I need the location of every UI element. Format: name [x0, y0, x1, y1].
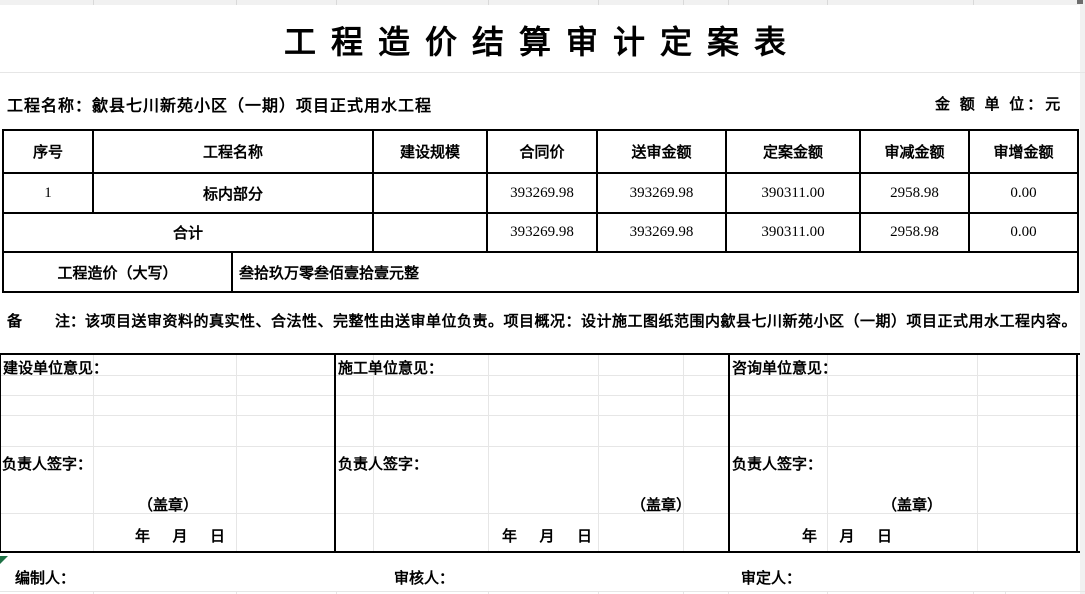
cell-submitted-amount[interactable]: 393269.98 — [598, 174, 727, 214]
header-cell-seq[interactable]: 序号 — [4, 131, 94, 174]
total-reduced-amount[interactable]: 2958.98 — [861, 214, 970, 253]
project-name-label[interactable]: 工程名称：歙县七川新苑小区（一期）项目正式用水工程 — [7, 98, 433, 115]
gridline — [0, 513, 1080, 514]
opinion-title-construction[interactable]: 建设单位意见： — [3, 361, 109, 377]
total-build-scale[interactable] — [374, 214, 488, 253]
preparer-label[interactable]: 编制人： — [15, 571, 76, 587]
cell-error-marker — [0, 556, 8, 564]
approver-label[interactable]: 审定人： — [741, 571, 802, 587]
signature-label-construction[interactable]: 负责人签字： — [2, 457, 93, 473]
gridline — [683, 0, 684, 5]
amount-words-label-cell[interactable]: 工程造价（大写） — [4, 253, 233, 291]
section-right-border — [1076, 355, 1078, 551]
signature-label-contractor[interactable]: 负责人签字： — [338, 457, 429, 473]
gridline — [93, 355, 94, 551]
date-label-consulting[interactable]: 年 月 日 — [802, 529, 893, 545]
gridline — [827, 355, 828, 551]
seal-label-consulting[interactable]: （盖章） — [882, 498, 943, 514]
total-increased-amount[interactable]: 0.00 — [970, 214, 1077, 253]
total-contract-price[interactable]: 393269.98 — [488, 214, 598, 253]
gridline — [0, 375, 1080, 376]
total-finalized-amount[interactable]: 390311.00 — [727, 214, 861, 253]
gridline — [0, 415, 1080, 416]
gridline — [0, 446, 1080, 447]
cell-contract-price[interactable]: 393269.98 — [488, 174, 598, 214]
gridline — [827, 591, 828, 594]
gridline — [488, 355, 489, 551]
cell-reduced-amount[interactable]: 2958.98 — [861, 174, 970, 214]
header-cell-submitted-amount[interactable]: 送审金额 — [598, 131, 727, 174]
header-cell-reduced-amount[interactable]: 审减金额 — [861, 131, 970, 174]
header-cell-increased-amount[interactable]: 审增金额 — [970, 131, 1077, 174]
section-divider — [728, 355, 730, 551]
header-cell-project-name[interactable]: 工程名称 — [94, 131, 374, 174]
main-table: 序号 工程名称 建设规模 合同价 送审金额 定案金额 审减金额 审增金额 1 标… — [2, 129, 1079, 293]
page-title: 工程造价结算审计定案表 — [283, 24, 802, 60]
total-submitted-amount[interactable]: 393269.98 — [598, 214, 727, 253]
gridline — [373, 355, 374, 551]
opinion-title-consulting[interactable]: 咨询单位意见： — [732, 361, 838, 377]
gridline — [683, 355, 684, 551]
gridline — [973, 591, 974, 594]
remark-text: 该项目送审资料的真实性、合法性、完整性由送审单位负责。项目概况：设计施工图纸范围… — [85, 314, 1078, 330]
gridline — [1005, 591, 1006, 594]
section-divider — [334, 355, 336, 551]
gridline — [977, 355, 978, 551]
opinion-title-contractor[interactable]: 施工单位意见： — [338, 361, 444, 377]
header-cell-build-scale[interactable]: 建设规模 — [374, 131, 488, 174]
opinion-section: 建设单位意见： 负责人签字： （盖章） 年 月 日 施工单位意见： 负责人签字：… — [0, 355, 1080, 553]
top-cells-strip — [0, 0, 1085, 5]
date-label-contractor[interactable]: 年 月 日 — [502, 529, 593, 545]
gridline — [0, 72, 1085, 73]
cell-seq[interactable]: 1 — [4, 174, 94, 214]
remark-block[interactable]: 备 注： 该项目送审资料的真实性、合法性、完整性由送审单位负责。项目概况：设计施… — [0, 293, 1080, 355]
cell-build-scale[interactable] — [374, 174, 488, 214]
gridline — [336, 0, 337, 5]
gridline — [336, 591, 337, 594]
section-left-border — [0, 355, 1, 551]
gridline — [728, 591, 729, 594]
seal-label-construction[interactable]: （盖章） — [138, 498, 199, 514]
amount-words-value-cell[interactable]: 叁拾玖万零叁佰壹拾壹元整 — [239, 265, 420, 282]
gridline — [598, 0, 599, 5]
gridline — [827, 0, 828, 5]
signature-label-consulting[interactable]: 负责人签字： — [732, 457, 823, 473]
scroll-corner-mark — [1077, 0, 1083, 4]
remark-label-right: 注： — [55, 314, 86, 330]
header-cell-finalized-amount[interactable]: 定案金额 — [727, 131, 861, 174]
remark-label-left: 备 — [7, 314, 23, 330]
header-cell-contract-price[interactable]: 合同价 — [488, 131, 598, 174]
date-label-construction[interactable]: 年 月 日 — [135, 529, 226, 545]
gridline — [973, 0, 974, 5]
gridline — [598, 591, 599, 594]
gridline — [93, 0, 94, 5]
right-cells-strip — [1080, 0, 1085, 594]
amount-unit-label[interactable]: 金 额 单 位：元 — [935, 97, 1064, 113]
gridline — [0, 591, 1085, 592]
cell-increased-amount[interactable]: 0.00 — [970, 174, 1077, 214]
gridline — [93, 591, 94, 594]
gridline — [236, 355, 237, 551]
gridline — [488, 591, 489, 594]
gridline — [0, 395, 1080, 396]
reviewer-label[interactable]: 审核人： — [394, 571, 455, 587]
gridline — [488, 0, 489, 5]
seal-label-contractor[interactable]: （盖章） — [631, 498, 692, 514]
gridline — [683, 591, 684, 594]
cell-finalized-amount[interactable]: 390311.00 — [727, 174, 861, 214]
gridline — [728, 0, 729, 5]
gridline — [236, 591, 237, 594]
gridline — [598, 355, 599, 551]
cell-project-name[interactable]: 标内部分 — [94, 174, 374, 214]
total-label-cell[interactable]: 合计 — [4, 214, 374, 253]
gridline — [236, 0, 237, 5]
